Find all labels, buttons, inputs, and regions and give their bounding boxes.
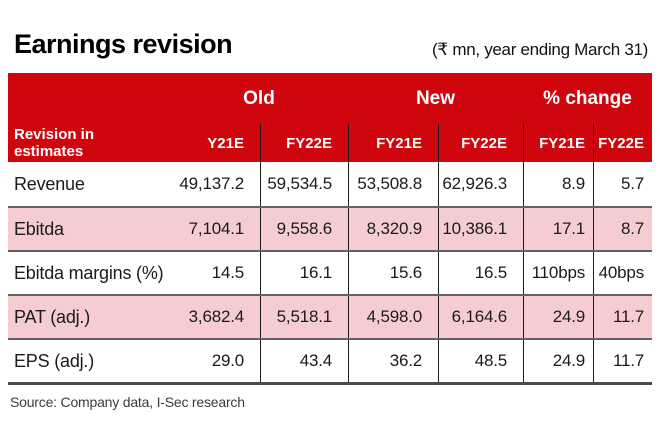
cell-value: 59,534.5 — [260, 162, 348, 206]
column-header-old-y21e: Y21E — [207, 134, 244, 152]
earnings-table: Old New % change Revision in estimates Y… — [8, 73, 652, 385]
cell-value: 7,104.1 — [188, 219, 245, 238]
cell-value: 8.9 — [523, 162, 593, 206]
cell-value: 24.9 — [523, 296, 593, 338]
cell-value: 48.5 — [438, 340, 523, 382]
cell-value: 17.1 — [523, 208, 593, 250]
column-header-chg-fy22e: FY22E — [593, 124, 652, 162]
group-header-old: Old — [243, 87, 275, 109]
cell-value: 49,137.2 — [179, 174, 244, 193]
table-body: Revenue 49,137.2 59,534.5 53,508.8 62,92… — [8, 162, 652, 385]
cell-value: 110bps — [523, 252, 593, 294]
cell-value: 5.7 — [593, 162, 652, 206]
unit-note: (₹ mn, year ending March 31) — [432, 40, 648, 59]
row-label: Revenue — [14, 173, 85, 194]
cell-value: 16.5 — [438, 252, 523, 294]
cell-value: 24.9 — [523, 340, 593, 382]
cell-value: 11.7 — [593, 340, 652, 382]
corner-label: Revision in estimates — [14, 126, 95, 160]
cell-value: 10,386.1 — [438, 208, 523, 250]
table-row-pat-adj: PAT (adj.) 3,682.4 5,518.1 4,598.0 6,164… — [8, 294, 652, 338]
column-header-row: Revision in estimates Y21E FY22E FY21E F… — [8, 124, 652, 162]
table-row-eps-adj: EPS (adj.) 29.0 43.4 36.2 48.5 24.9 11.7 — [8, 338, 652, 382]
row-label: Ebitda margins (%) — [14, 262, 164, 283]
column-header-chg-fy21e: FY21E — [523, 124, 593, 162]
table-row-revenue: Revenue 49,137.2 59,534.5 53,508.8 62,92… — [8, 162, 652, 206]
cell-value: 5,518.1 — [260, 296, 348, 338]
cell-value: 15.6 — [348, 252, 438, 294]
group-header-row: Old New % change — [8, 73, 652, 124]
column-header-new-fy21e: FY21E — [348, 124, 438, 162]
cell-value: 62,926.3 — [438, 162, 523, 206]
table-row-ebitda: Ebitda 7,104.1 9,558.6 8,320.9 10,386.1 … — [8, 206, 652, 250]
page-title: Earnings revision — [14, 29, 233, 59]
cell-value: 53,508.8 — [348, 162, 438, 206]
cell-value: 8,320.9 — [348, 208, 438, 250]
cell-value: 9,558.6 — [260, 208, 348, 250]
cell-value: 40bps — [593, 252, 652, 294]
group-header-pct-change: % change — [543, 87, 632, 109]
cell-value: 4,598.0 — [348, 296, 438, 338]
cell-value: 14.5 — [211, 263, 244, 282]
cell-value: 29.0 — [211, 351, 244, 370]
row-label: PAT (adj.) — [14, 306, 91, 327]
cell-value: 43.4 — [260, 340, 348, 382]
column-header-old-fy22e: FY22E — [260, 124, 348, 162]
cell-value: 6,164.6 — [438, 296, 523, 338]
header: Earnings revision (₹ mn, year ending Mar… — [8, 18, 652, 60]
cell-value: 16.1 — [260, 252, 348, 294]
table-header: Old New % change Revision in estimates Y… — [8, 73, 652, 162]
cell-value: 3,682.4 — [188, 307, 245, 326]
cell-value: 8.7 — [593, 208, 652, 250]
row-label: Ebitda — [14, 218, 64, 239]
table-row-ebitda-margins: Ebitda margins (%) 14.5 16.1 15.6 16.5 1… — [8, 250, 652, 294]
group-header-new: New — [415, 87, 456, 109]
row-label: EPS (adj.) — [14, 350, 95, 371]
cell-value: 36.2 — [348, 340, 438, 382]
cell-value: 11.7 — [593, 296, 652, 338]
source-note: Source: Company data, I-Sec research — [10, 394, 245, 410]
column-header-new-fy22e: FY22E — [438, 124, 523, 162]
